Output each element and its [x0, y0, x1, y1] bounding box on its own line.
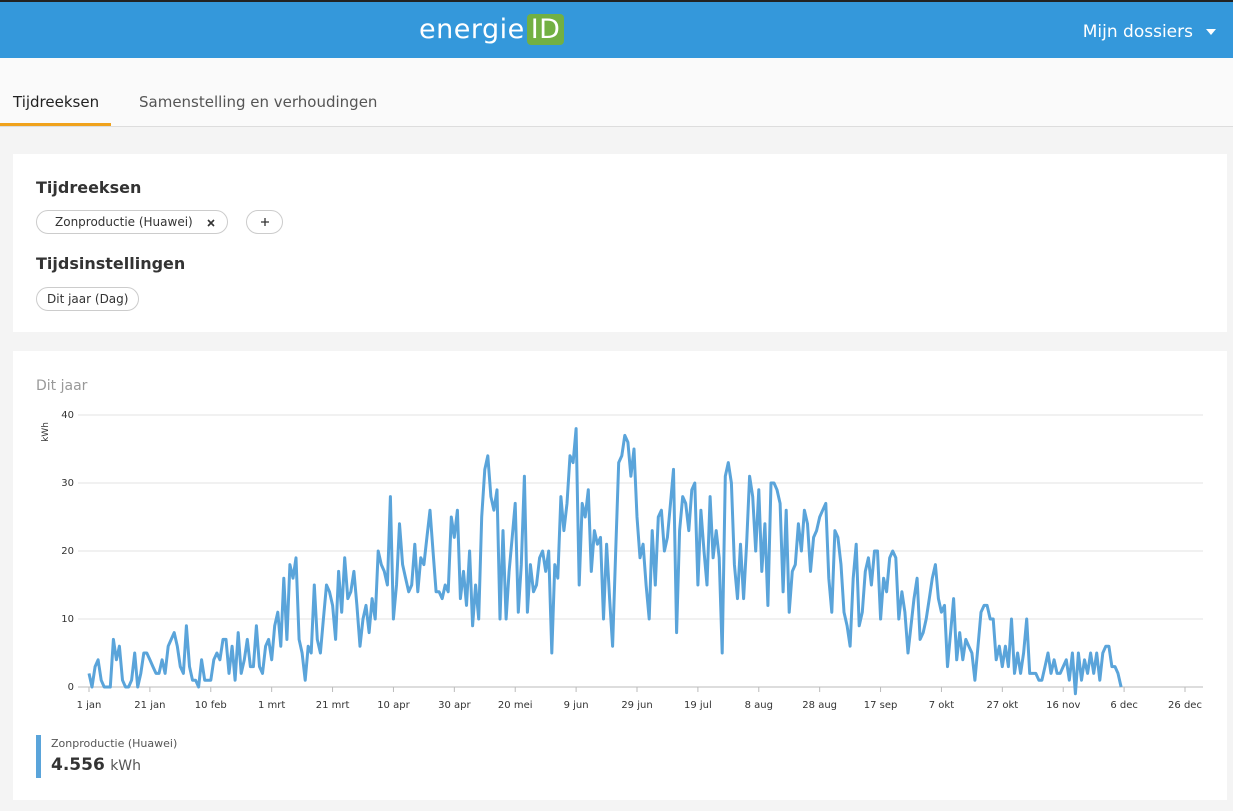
x-tick-label: 30 apr — [438, 700, 471, 711]
y-tick-label: 30 — [61, 478, 74, 489]
logo-text: energie — [419, 14, 525, 45]
x-tick-label: 1 jan — [77, 700, 102, 711]
x-tick-label: 27 okt — [986, 700, 1018, 711]
chart-title: Dit jaar — [36, 378, 88, 394]
remove-icon[interactable] — [207, 219, 215, 227]
active-tab-indicator — [0, 123, 111, 126]
series-chip[interactable]: Zonproductie (Huawei) — [36, 210, 228, 234]
line — [87, 427, 1123, 696]
x-tick-label: 19 jul — [684, 700, 712, 711]
menu[interactable]: Mijn dossiers — [1082, 22, 1193, 42]
x-tick-label: 10 apr — [377, 700, 410, 711]
chart-card: Dit jaar kWh 0 10 20 30 40 1 jan 21 jan 10 feb 1… — [13, 351, 1227, 800]
x-tick-label: 1 mrt — [258, 700, 285, 711]
x-tick-label: 17 sep — [864, 700, 898, 711]
time-chip[interactable]: Dit jaar (Dag) — [36, 287, 140, 311]
x-tick-label: 9 jun — [564, 700, 589, 711]
x-tick-label: 29 jun — [621, 700, 652, 711]
x-tick-label: 7 okt — [929, 700, 954, 711]
summary-total: 4.556 — [51, 755, 105, 775]
x-tick-label: 21 jan — [134, 700, 165, 711]
y-tick-label: 10 — [61, 614, 74, 625]
x-tick-label: 16 nov — [1046, 700, 1080, 711]
x-tick-label: 28 aug — [802, 700, 837, 711]
tab-bar: Tijdreeksen Samenstelling en verhoudinge… — [0, 58, 1233, 127]
add-button[interactable] — [246, 210, 283, 234]
legend-label: Zonproductie (Huawei) — [51, 737, 178, 750]
x-tick-label: 10 feb — [195, 700, 227, 711]
section-title: Tijdreeksen — [36, 178, 142, 197]
tab[interactable]: Samenstelling en verhoudingen — [139, 93, 378, 111]
settings-card: Tijdreeksen Zonproductie (Huawei) Tijdsi… — [13, 154, 1227, 332]
legend-swatch — [36, 735, 41, 778]
y-tick-label: 0 — [68, 682, 74, 693]
chip-label: Zonproductie (Huawei) — [55, 215, 193, 229]
logo[interactable]: energie ID — [419, 14, 565, 45]
y-tick-label: 40 — [61, 410, 74, 421]
summary-unit: kWh — [110, 758, 142, 774]
x-tick-label: 8 aug — [745, 700, 773, 711]
logo-badge: ID — [526, 14, 565, 45]
x-tick-label: 26 dec — [1168, 700, 1202, 711]
section-title: Tijdsinstellingen — [36, 254, 186, 273]
x-tick-label: 21 mrt — [316, 700, 350, 711]
caret-icon[interactable] — [1206, 29, 1216, 35]
top-bar: energie ID Mijn dossiers — [0, 0, 1233, 58]
y-axis-label: kWh — [41, 422, 51, 442]
plus-icon — [261, 218, 269, 226]
x-tick-label: 6 dec — [1110, 700, 1138, 711]
chart: Dit jaar kWh 0 10 20 30 40 1 jan 21 jan 10 feb 1… — [36, 378, 1203, 711]
y-tick-label: 20 — [61, 546, 74, 557]
tab[interactable]: Tijdreeksen — [13, 93, 100, 111]
x-tick-label: 20 mei — [498, 700, 533, 711]
summary: 4.556 kWh — [51, 755, 141, 775]
